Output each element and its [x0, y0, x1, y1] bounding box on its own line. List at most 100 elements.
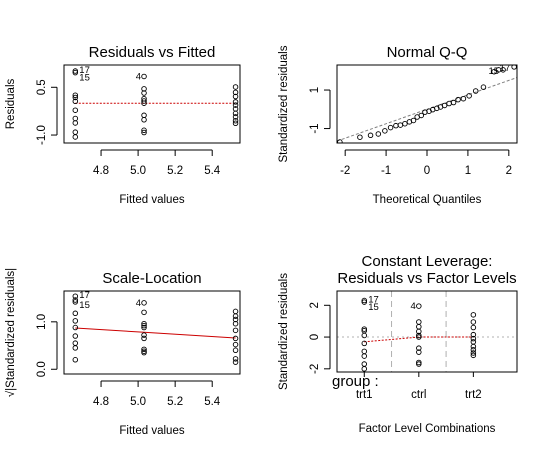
data-point: [361, 361, 368, 367]
point-annotation: 17: [368, 295, 379, 306]
data-point: [470, 324, 477, 331]
y-axis-label: √|Standardized residuals|: [4, 268, 17, 397]
data-point: [470, 335, 477, 342]
panel-2: Normal Q-Q Theoretical Quantiles Standardi…: [278, 44, 518, 206]
data-point: [382, 128, 388, 134]
data-point: [361, 340, 368, 347]
data-point: [232, 114, 239, 120]
data-point: [375, 131, 382, 137]
x-tick-label: 2: [506, 165, 512, 177]
chart-title: Residuals vs Fitted: [89, 44, 216, 61]
point-annotation: 17: [500, 63, 511, 74]
data-point: [397, 122, 404, 128]
y-axis-label: Standardized residuals: [278, 45, 290, 162]
data-point: [72, 299, 79, 305]
data-point: [416, 345, 422, 351]
data-point: [455, 96, 461, 103]
data-point: [470, 352, 477, 359]
data-point: [72, 115, 79, 122]
data-point: [361, 299, 368, 305]
data-point: [361, 297, 368, 304]
data-point: [232, 341, 239, 348]
data-point: [141, 73, 147, 80]
x-tick-label: 5.2: [167, 396, 183, 408]
data-point: [387, 124, 394, 131]
data-point: [472, 88, 479, 94]
data-point: [361, 348, 368, 355]
data-point: [72, 120, 79, 126]
data-point: [441, 102, 448, 109]
data-point: [232, 102, 239, 108]
plot-area: [72, 68, 239, 140]
data-point: [232, 327, 239, 334]
point-annotation: 15: [489, 66, 500, 77]
x-tick-label: 5.0: [130, 396, 146, 408]
data-point: [141, 127, 147, 134]
y-tick-label: -2: [309, 364, 321, 374]
data-point: [232, 335, 239, 342]
data-point: [416, 349, 422, 355]
x-axis-label: Theoretical Quantiles: [373, 194, 482, 206]
plot-frame: [336, 290, 518, 373]
data-point: [72, 92, 79, 98]
data-point: [357, 134, 363, 140]
x-tick-label: 5.0: [130, 165, 146, 177]
y-tick-label: -1.0: [36, 125, 48, 145]
x-tick-label: 4.8: [93, 165, 109, 177]
data-point: [416, 328, 422, 335]
smooth-line: [75, 327, 236, 339]
data-point: [470, 312, 477, 318]
plot-frame: [63, 290, 241, 375]
data-point: [72, 318, 79, 324]
smooth-line: [364, 336, 474, 343]
data-point: [446, 100, 452, 107]
data-point: [460, 95, 467, 102]
data-point: [72, 94, 79, 101]
data-point: [466, 93, 472, 99]
x-tick-label: 5.4: [204, 165, 221, 177]
x-tick-label: 5.2: [167, 165, 183, 177]
data-point: [416, 359, 422, 366]
plot-frame: [336, 64, 518, 144]
data-point: [141, 86, 147, 92]
data-point: [72, 293, 79, 299]
plot-area: [72, 293, 239, 365]
chart-title: Constant Leverage:: [362, 253, 493, 270]
data-point: [141, 300, 147, 306]
point-annotation: 17: [79, 65, 90, 76]
data-point: [470, 331, 477, 338]
data-point: [72, 324, 79, 331]
data-point: [470, 343, 477, 350]
point-annotation: 17: [79, 290, 90, 301]
data-point: [72, 134, 79, 140]
data-point: [416, 334, 422, 340]
data-point: [232, 117, 239, 124]
data-point: [232, 320, 239, 327]
x-tick-label: ctrl: [411, 389, 426, 401]
x-tick-label: 0: [424, 165, 430, 177]
chart-title: Normal Q-Q: [387, 44, 468, 61]
y-tick-label: 0.5: [36, 79, 48, 95]
data-point: [141, 129, 147, 136]
data-point: [72, 129, 79, 135]
data-point: [416, 361, 422, 367]
data-point: [72, 297, 79, 303]
data-point: [434, 105, 440, 112]
data-point: [393, 122, 399, 129]
data-point: [141, 320, 147, 327]
data-point: [361, 366, 368, 372]
plot-area: [337, 65, 517, 143]
data-point: [470, 339, 477, 345]
data-point: [72, 310, 79, 317]
data-point: [72, 68, 79, 74]
data-point: [141, 100, 147, 106]
data-point: [232, 356, 239, 362]
data-point: [72, 333, 79, 339]
data-point: [232, 93, 239, 100]
y-tick-label: 0.0: [36, 361, 48, 377]
data-point: [232, 313, 239, 319]
x-tick-label: 5.4: [204, 396, 221, 408]
x-tick-label: -2: [340, 165, 350, 177]
data-point: [232, 99, 239, 105]
